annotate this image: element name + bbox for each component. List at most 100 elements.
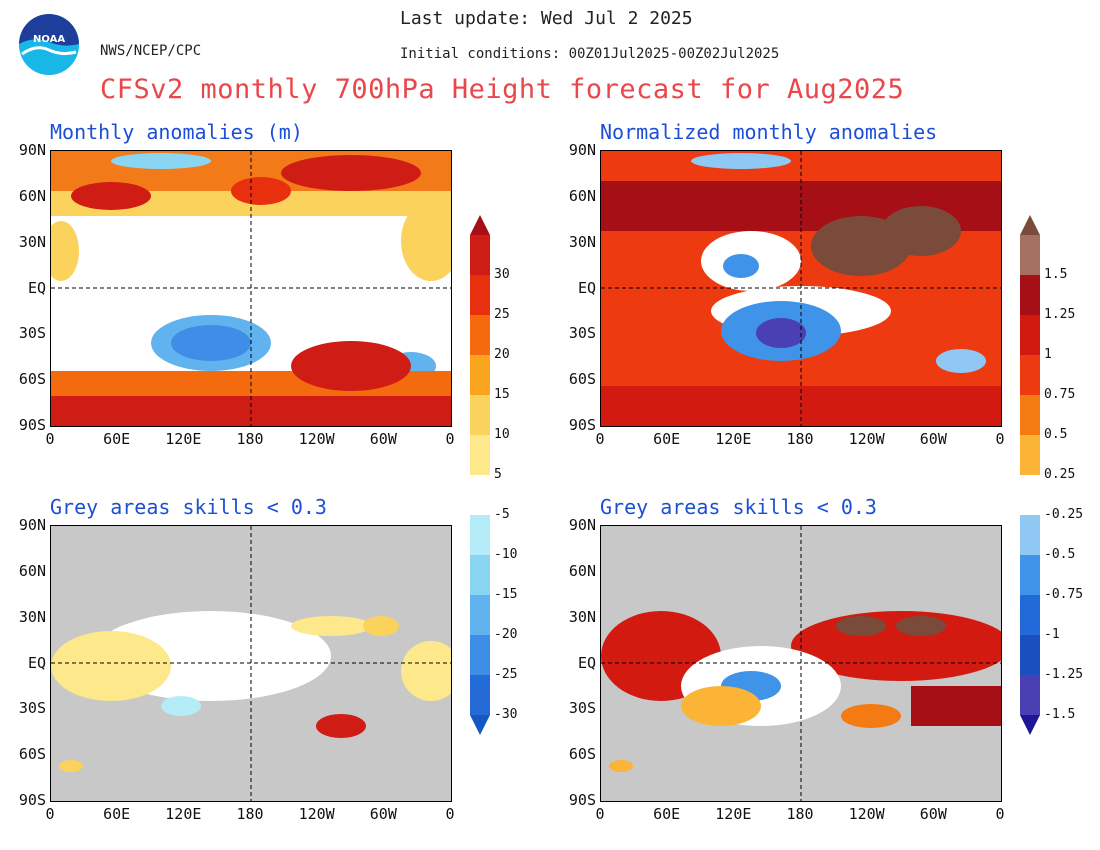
colorbar-label: 1 bbox=[1044, 347, 1052, 362]
colorbar-left-swatches bbox=[470, 215, 490, 735]
colorbar-label: 10 bbox=[494, 427, 510, 442]
lon-label: 60E bbox=[103, 805, 131, 823]
lat-label: 60S bbox=[18, 745, 46, 764]
lon-label: 120W bbox=[848, 430, 885, 448]
lat-label: 90S bbox=[18, 791, 46, 809]
lat-label: 60N bbox=[18, 186, 46, 205]
lat-label: 90N bbox=[568, 141, 596, 159]
colorbar-label: -0.75 bbox=[1044, 587, 1084, 602]
lat-label: 90N bbox=[568, 516, 596, 534]
colorbar-label: -25 bbox=[494, 667, 518, 682]
noaa-logo-text: NOAA bbox=[33, 34, 66, 45]
panel-title-bottom-right: Grey areas skills < 0.3 bbox=[600, 495, 877, 519]
lat-label: 30N bbox=[568, 232, 596, 251]
agency-label: NWS/NCEP/CPC bbox=[100, 43, 202, 59]
colorbar-swatch bbox=[470, 355, 490, 396]
colorbar-swatch bbox=[1020, 555, 1040, 596]
lon-label: 180 bbox=[786, 805, 814, 823]
lon-label: 120E bbox=[165, 430, 202, 448]
lat-label: 30N bbox=[18, 232, 46, 251]
lat-label: 30S bbox=[18, 699, 46, 718]
colorbar-swatch bbox=[470, 475, 490, 516]
lat-label: 30N bbox=[18, 607, 46, 626]
lon-label: 120W bbox=[298, 430, 335, 448]
colorbar-label: 0.5 bbox=[1044, 427, 1068, 442]
colorbar-swatch bbox=[470, 715, 490, 735]
colorbar-label: 30 bbox=[494, 267, 510, 282]
lat-label: 60N bbox=[18, 561, 46, 580]
colorbar-label: -1 bbox=[1044, 627, 1060, 642]
lon-label: 180 bbox=[236, 805, 264, 823]
colorbar-swatch bbox=[1020, 395, 1040, 436]
lon-label: 60W bbox=[369, 805, 397, 823]
lat-label: EQ bbox=[27, 653, 46, 672]
colorbar-swatch bbox=[1020, 475, 1040, 516]
panel-title-top-left: Monthly anomalies (m) bbox=[50, 120, 303, 144]
colorbar-swatch bbox=[1020, 315, 1040, 356]
lat-label: 90N bbox=[18, 516, 46, 534]
lat-label: 90S bbox=[568, 791, 596, 809]
colorbar-label: -1.5 bbox=[1044, 707, 1076, 722]
lon-label: 0 bbox=[995, 805, 1005, 823]
colorbar-swatch bbox=[1020, 595, 1040, 636]
colorbar-swatch bbox=[470, 435, 490, 476]
lon-label: 60E bbox=[653, 805, 681, 823]
lon-label: 180 bbox=[786, 430, 814, 448]
lon-label: 180 bbox=[236, 430, 264, 448]
colorbar-label: 1.5 bbox=[1044, 267, 1068, 282]
panel-title-bottom-left: Grey areas skills < 0.3 bbox=[50, 495, 327, 519]
colorbar-label: 0.75 bbox=[1044, 387, 1076, 402]
lon-label: 120W bbox=[848, 805, 885, 823]
lat-label: 60S bbox=[18, 370, 46, 389]
colorbar-label: 0.25 bbox=[1044, 467, 1076, 482]
lon-label: 0 bbox=[995, 430, 1005, 448]
lon-label: 60W bbox=[369, 430, 397, 448]
lat-label: 90S bbox=[568, 416, 596, 434]
colorbar-label: -15 bbox=[494, 587, 518, 602]
colorbar-label: -0.5 bbox=[1044, 547, 1076, 562]
map-top-left bbox=[50, 150, 452, 427]
map-top-right bbox=[600, 150, 1002, 427]
lat-label: 90N bbox=[18, 141, 46, 159]
lat-label: 60S bbox=[568, 370, 596, 389]
colorbar-swatch bbox=[470, 215, 490, 235]
lat-label: EQ bbox=[577, 278, 596, 297]
colorbar-swatch bbox=[470, 515, 490, 556]
colorbar-swatch bbox=[1020, 675, 1040, 716]
lon-label: 0 bbox=[595, 430, 605, 448]
lat-label: 60S bbox=[568, 745, 596, 764]
lon-label: 60W bbox=[919, 430, 947, 448]
colorbar-label: 25 bbox=[494, 307, 510, 322]
lat-label: 90S bbox=[18, 416, 46, 434]
colorbar-swatch bbox=[1020, 355, 1040, 396]
colorbar-swatch bbox=[1020, 515, 1040, 556]
colorbar-swatch bbox=[470, 315, 490, 356]
colorbar-label: -1.25 bbox=[1044, 667, 1084, 682]
colorbar-swatch bbox=[470, 275, 490, 316]
colorbar-swatch bbox=[470, 395, 490, 436]
lon-label: 60W bbox=[919, 805, 947, 823]
colorbar-left bbox=[470, 215, 490, 735]
lat-label: 60N bbox=[568, 186, 596, 205]
colorbar-swatch bbox=[470, 555, 490, 596]
lon-label: 0 bbox=[595, 805, 605, 823]
noaa-logo: NOAA bbox=[18, 14, 80, 76]
lon-label: 0 bbox=[45, 805, 55, 823]
colorbar-swatch bbox=[1020, 715, 1040, 735]
colorbar-swatch bbox=[470, 595, 490, 636]
colorbar-label: 1.25 bbox=[1044, 307, 1076, 322]
colorbar-label: -20 bbox=[494, 627, 518, 642]
lon-label: 60E bbox=[103, 430, 131, 448]
panel-title-top-right: Normalized monthly anomalies bbox=[600, 120, 938, 144]
colorbar-label: -30 bbox=[494, 707, 518, 722]
lon-label: 0 bbox=[45, 430, 55, 448]
colorbar-right bbox=[1020, 215, 1040, 735]
colorbar-swatch bbox=[1020, 275, 1040, 316]
map-bottom-left bbox=[50, 525, 452, 802]
lon-label: 120E bbox=[715, 805, 752, 823]
colorbar-label: -5 bbox=[494, 507, 510, 522]
colorbar-swatch bbox=[470, 675, 490, 716]
colorbar-swatch bbox=[470, 235, 490, 276]
colorbar-swatch bbox=[1020, 235, 1040, 276]
last-update: Last update: Wed Jul 2 2025 bbox=[400, 8, 693, 29]
